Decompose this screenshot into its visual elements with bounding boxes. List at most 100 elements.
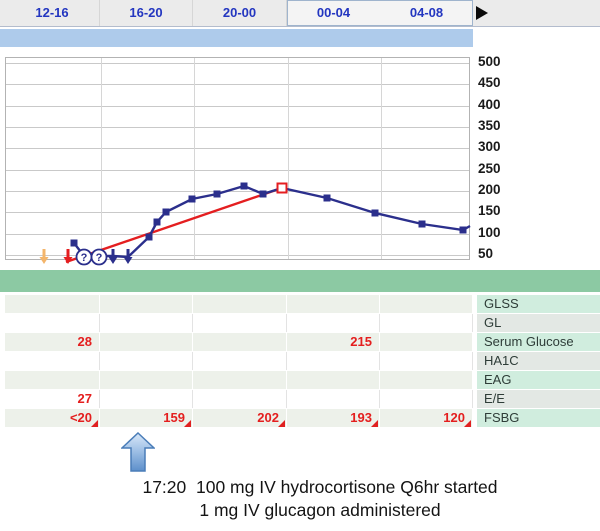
tab-04-08[interactable]: 04-08	[409, 5, 444, 20]
table-cell-16-20[interactable]	[100, 295, 193, 313]
y-tick-50: 50	[478, 246, 494, 261]
table-cell-12-16[interactable]: 28	[5, 333, 100, 351]
row-serum-glucose: 28 215 Serum Glucose	[0, 333, 600, 351]
row-label-ha1c[interactable]: HA1C	[477, 352, 600, 370]
cell-value: 28	[77, 334, 92, 349]
table-cell-00-04[interactable]: 193	[287, 409, 380, 427]
table-cell-04-08[interactable]	[380, 390, 473, 408]
comment-flag-icon	[91, 420, 98, 427]
table-cell-20-00[interactable]	[193, 314, 287, 332]
y-tick-200: 200	[478, 182, 501, 197]
gridline-450	[6, 84, 469, 86]
annotation-line-2: 1 mg IV glucagon administered	[199, 500, 441, 520]
table-cell-00-04[interactable]	[287, 390, 380, 408]
y-tick-450: 450	[478, 75, 501, 91]
cell-value: 159	[163, 410, 185, 425]
tab-16-20[interactable]: 16-20	[100, 0, 193, 26]
table-cell-20-00[interactable]: 202	[193, 409, 287, 427]
tab-12-16[interactable]: 12-16	[5, 0, 100, 26]
row-eag: EAG	[0, 371, 600, 389]
tab-20-00[interactable]: 20-00	[193, 0, 287, 26]
gridline-300	[6, 148, 469, 150]
table-cell-04-08[interactable]: 120	[380, 409, 473, 427]
y-tick-500: 500	[478, 54, 501, 69]
table-cell-12-16[interactable]	[5, 371, 100, 389]
table-cell-16-20[interactable]	[100, 390, 193, 408]
results-table: GLSS GL 28 215 Serum Glucose HA1C EAG 27 E/E <20 1…	[0, 295, 600, 428]
tab-00-04[interactable]: 00-04	[316, 5, 351, 20]
row-ha1c: HA1C	[0, 352, 600, 370]
time-tab-strip: 12-16 16-20 20-00 00-04 04-08	[0, 0, 600, 27]
row-label-serum-glucose[interactable]: Serum Glucose	[477, 333, 600, 351]
cell-value: 202	[257, 410, 279, 425]
table-cell-16-20[interactable]	[100, 333, 193, 351]
gridline-500	[6, 63, 469, 64]
table-cell-00-04[interactable]	[287, 371, 380, 389]
table-cell-00-04[interactable]	[287, 295, 380, 313]
selection-bar[interactable]	[0, 29, 473, 47]
y-tick-350: 350	[478, 118, 501, 133]
gridline-vertical	[381, 58, 382, 259]
row-gl: GL	[0, 314, 600, 332]
row-e-e: 27 E/E	[0, 390, 600, 408]
cell-value: <20	[69, 410, 92, 425]
row-label-fsbg[interactable]: FSBG	[477, 409, 600, 427]
table-cell-04-08[interactable]	[380, 333, 473, 351]
y-tick-400: 400	[478, 96, 501, 112]
table-cell-00-04[interactable]: 215	[287, 333, 380, 351]
cell-value: 215	[350, 334, 372, 349]
cell-value: 193	[350, 410, 372, 425]
table-cell-16-20[interactable]: 159	[100, 409, 193, 427]
comment-flag-icon	[278, 420, 285, 427]
table-cell-04-08[interactable]	[380, 314, 473, 332]
table-cell-04-08[interactable]	[380, 371, 473, 389]
table-cell-16-20[interactable]	[100, 371, 193, 389]
row-label-eag[interactable]: EAG	[477, 371, 600, 389]
table-cell-12-16[interactable]	[5, 295, 100, 313]
row-fsbg: <20 159 202 193 120 FSBG	[0, 409, 600, 427]
table-cell-12-16[interactable]: 27	[5, 390, 100, 408]
gridline-50	[6, 255, 469, 256]
gridline-200	[6, 191, 469, 192]
gridline-vertical	[288, 58, 289, 259]
advance-time-icon[interactable]	[476, 6, 488, 20]
table-cell-00-04[interactable]	[287, 314, 380, 332]
comment-flag-icon	[464, 420, 471, 427]
table-cell-12-16[interactable]	[5, 352, 100, 370]
table-cell-12-16[interactable]: <20	[5, 409, 100, 427]
glucose-chart-plot[interactable]	[5, 57, 470, 260]
row-label-e-e[interactable]: E/E	[477, 390, 600, 408]
table-cell-12-16[interactable]	[5, 314, 100, 332]
table-header-band	[0, 270, 600, 292]
y-tick-150: 150	[478, 203, 501, 219]
comment-flag-icon	[184, 420, 191, 427]
gridline-250	[6, 169, 469, 171]
row-label-gl[interactable]: GL	[477, 314, 600, 332]
table-cell-16-20[interactable]	[100, 352, 193, 370]
gridline-100	[6, 233, 469, 235]
table-cell-20-00[interactable]	[193, 333, 287, 351]
gridline-150	[6, 212, 469, 214]
table-cell-20-00[interactable]	[193, 295, 287, 313]
y-tick-250: 250	[478, 160, 501, 176]
cell-value: 120	[443, 410, 465, 425]
gridline-vertical	[101, 58, 102, 259]
comment-flag-icon	[371, 420, 378, 427]
table-cell-00-04[interactable]	[287, 352, 380, 370]
table-cell-16-20[interactable]	[100, 314, 193, 332]
table-cell-20-00[interactable]	[193, 371, 287, 389]
gridline-400	[6, 105, 469, 107]
table-cell-20-00[interactable]	[193, 390, 287, 408]
annotation-line-1: 17:20 100 mg IV hydrocortisone Q6hr star…	[142, 477, 498, 497]
row-label-glss[interactable]: GLSS	[477, 295, 600, 313]
table-cell-04-08[interactable]	[380, 352, 473, 370]
table-cell-04-08[interactable]	[380, 295, 473, 313]
gridline-350	[6, 127, 469, 128]
cell-value: 27	[77, 391, 92, 406]
table-cell-20-00[interactable]	[193, 352, 287, 370]
row-glss: GLSS	[0, 295, 600, 313]
gridline-vertical	[194, 58, 195, 259]
y-tick-100: 100	[478, 224, 501, 240]
y-tick-300: 300	[478, 139, 501, 155]
